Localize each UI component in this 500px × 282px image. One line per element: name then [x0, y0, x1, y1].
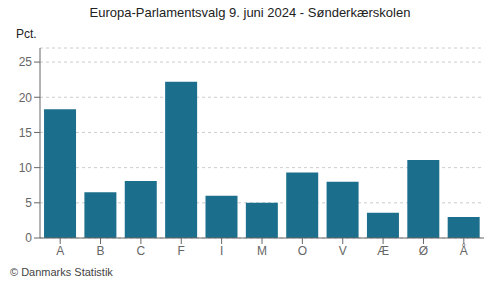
- html-text:Europa-Parlamentsvalg 9. juni: Europa-Parlamentsvalg 9. juni 2024 - Søn…: [89, 5, 411, 20]
- svg-text:0: 0: [25, 231, 32, 245]
- svg-text:F: F: [178, 244, 185, 258]
- svg-text:25: 25: [19, 55, 33, 69]
- svg-text:V: V: [339, 244, 347, 258]
- svg-text:20: 20: [19, 91, 33, 105]
- svg-text:C: C: [137, 244, 146, 258]
- svg-text:M: M: [257, 244, 267, 258]
- svg-text:Å: Å: [460, 243, 468, 258]
- svg-text:I: I: [220, 244, 223, 258]
- html-text:© Danmarks Statistik: © Danmarks Statistik: [10, 266, 113, 278]
- svg-text:5: 5: [25, 196, 32, 210]
- svg-text:10: 10: [19, 161, 33, 175]
- svg-text:Ø: Ø: [419, 244, 428, 258]
- svg-text:15: 15: [19, 126, 33, 140]
- svg-text:A: A: [56, 244, 64, 258]
- html-text:Pct.: Pct.: [16, 27, 37, 41]
- svg-text:O: O: [298, 244, 307, 258]
- svg-text:Æ: Æ: [377, 244, 389, 258]
- svg-text:B: B: [97, 244, 105, 258]
